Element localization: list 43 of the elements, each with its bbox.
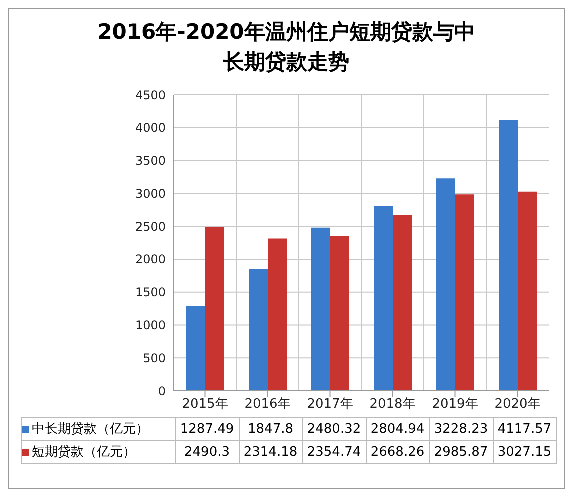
x-tick-label: 2016年 [244,397,291,412]
data-label: 2668.26 [366,440,430,464]
data-label: 1287.49 [176,418,239,440]
chart-title: 2016年-2020年温州住户短期贷款与中长期贷款走势 [96,19,476,76]
bar [268,238,287,391]
y-tick-label: 0 [158,384,166,398]
x-tick-label: 2018年 [370,397,416,412]
bar [436,178,456,391]
data-label: 2480.32 [302,418,366,440]
data-label: 1847.8 [239,418,302,440]
bar [186,306,206,391]
data-label: 2314.18 [239,440,302,464]
y-tick-label: 1500 [135,286,166,300]
data-label: 3027.15 [493,440,556,464]
bar [330,236,350,391]
y-tick-label: 500 [143,351,166,366]
y-tick-label: 1000 [135,318,166,332]
data-label: 4117.57 [493,418,556,440]
data-label: 2985.87 [430,440,493,464]
bar [206,227,224,391]
y-tick-label: 4000 [135,121,166,136]
data-label: 2490.3 [176,440,239,464]
legend-label: 短期贷款（亿元） [22,440,176,464]
x-tick-label: 2015年 [182,397,228,412]
bar [393,215,412,391]
x-tick-label: 2019年 [432,397,478,412]
data-label: 2804.94 [366,418,430,440]
bar [518,192,537,391]
bar [456,194,474,391]
x-tick-label: 2017年 [307,397,354,412]
bar [374,206,393,391]
x-tick-label: 2020年 [494,397,541,412]
legend-label: 中长期贷款（亿元） [22,418,176,440]
y-tick-label: 4500 [135,88,166,102]
y-tick-label: 3500 [135,154,166,168]
data-label: 2354.74 [302,440,366,464]
bar [312,228,330,391]
y-tick-label: 2500 [135,220,166,234]
y-tick-label: 2000 [135,252,166,267]
bar [249,269,268,391]
bar [499,120,518,391]
y-tick-label: 3000 [135,186,166,201]
data-label: 3228.23 [430,418,493,440]
